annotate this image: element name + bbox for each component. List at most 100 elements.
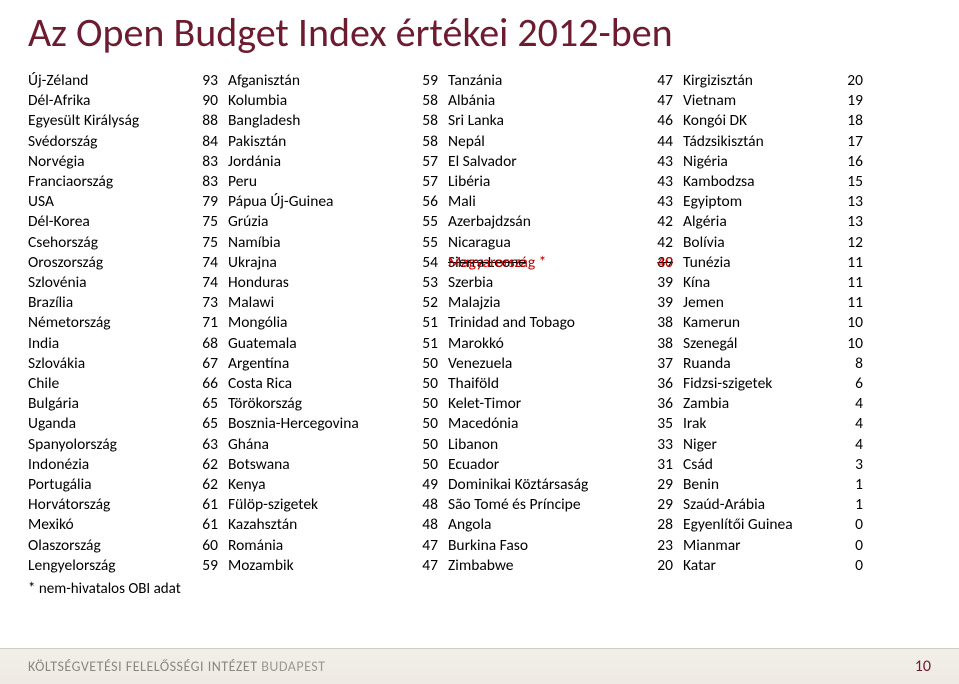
table-row: Bulgária65 xyxy=(28,394,218,414)
country-value: 79 xyxy=(194,192,218,212)
country-value: 90 xyxy=(194,91,218,111)
table-row: Zambia4 xyxy=(683,394,863,414)
country-value: 12 xyxy=(839,233,863,253)
country-name: São Tomé és Príncipe xyxy=(448,495,581,515)
table-row: Guatemala51 xyxy=(228,334,438,354)
country-name: Kazahsztán xyxy=(228,515,297,535)
column-3: Tanzánia47Albánia47Sri Lanka46Nepál44El … xyxy=(448,71,673,576)
table-row: Új-Zéland93 xyxy=(28,71,218,91)
table-row: El Salvador43 xyxy=(448,152,673,172)
table-row: Ghána50 xyxy=(228,435,438,455)
country-name: Kolumbia xyxy=(228,91,287,111)
column-4: Kirgizisztán20Vietnam19Kongói DK18Tádzsi… xyxy=(683,71,863,576)
country-value: 38 xyxy=(649,313,673,333)
table-row: Mongólia51 xyxy=(228,313,438,333)
country-name: Pakisztán xyxy=(228,132,286,152)
country-name: Sri Lanka xyxy=(448,111,504,131)
table-row: Argentína50 xyxy=(228,354,438,374)
country-name: Niger xyxy=(683,435,717,455)
table-row: Portugália62 xyxy=(28,475,218,495)
country-name: Argentína xyxy=(228,354,289,374)
country-name: Brazília xyxy=(28,293,73,313)
country-value: 49 xyxy=(414,475,438,495)
page-number: 10 xyxy=(915,657,931,676)
country-value: 13 xyxy=(839,212,863,232)
country-name: Tanzánia xyxy=(448,71,502,91)
country-value: 59 xyxy=(414,71,438,91)
country-value: 65 xyxy=(194,414,218,434)
table-row: Algéria13 xyxy=(683,212,863,232)
country-name: Ghána xyxy=(228,435,269,455)
country-value: 59 xyxy=(194,556,218,576)
country-value: 18 xyxy=(839,111,863,131)
country-name: Norvégia xyxy=(28,152,85,172)
country-name: Indonézia xyxy=(28,455,89,475)
country-value: 55 xyxy=(414,212,438,232)
table-row: Kenya49 xyxy=(228,475,438,495)
table-row: Azerbajdzsán42 xyxy=(448,212,673,232)
country-value: 44 xyxy=(649,132,673,152)
country-value: 19 xyxy=(839,91,863,111)
country-name: Namíbia xyxy=(228,233,281,253)
country-value: 61 xyxy=(194,515,218,535)
table-row: Szlovénia74 xyxy=(28,273,218,293)
table-row: Grúzia 55 xyxy=(228,212,438,232)
country-value: 0 xyxy=(847,515,863,535)
country-value: 4 xyxy=(847,394,863,414)
table-row: Mexikó61 xyxy=(28,515,218,535)
country-name: Bangladesh xyxy=(228,111,300,131)
country-name: Kirgizisztán xyxy=(683,71,753,91)
footer-city: BUDAPEST xyxy=(261,658,325,675)
table-row: Peru57 xyxy=(228,172,438,192)
country-value: 51 xyxy=(414,313,438,333)
country-value: 48 xyxy=(414,515,438,535)
country-name: Benin xyxy=(683,475,719,495)
table-row: Kína11 xyxy=(683,273,863,293)
country-name: Angola xyxy=(448,515,491,535)
country-value: 39 xyxy=(649,293,673,313)
country-value: 6 xyxy=(847,374,863,394)
country-value: 42 xyxy=(649,212,673,232)
highlight-value: 40 xyxy=(649,253,673,273)
country-value: 29 xyxy=(649,475,673,495)
table-row: Norvégia83 xyxy=(28,152,218,172)
table-row: Egyesült Királyság88 xyxy=(28,111,218,131)
country-value: 50 xyxy=(414,414,438,434)
country-name: Szenegál xyxy=(683,334,737,354)
country-name: Oroszország xyxy=(28,253,103,273)
table-row: Törökország50 xyxy=(228,394,438,414)
country-name: Katar xyxy=(683,556,716,576)
country-value: 43 xyxy=(649,192,673,212)
country-value: 57 xyxy=(414,152,438,172)
country-value: 15 xyxy=(839,172,863,192)
country-value: 60 xyxy=(194,536,218,556)
table-row: Ecuador31 xyxy=(448,455,673,475)
country-name: Románia xyxy=(228,536,283,556)
country-value: 20 xyxy=(649,556,673,576)
country-name: El Salvador xyxy=(448,152,517,172)
country-name: Horvátország xyxy=(28,495,110,515)
table-row: Angola28 xyxy=(448,515,673,535)
country-name: Dél-Afrika xyxy=(28,91,90,111)
country-value: 50 xyxy=(414,374,438,394)
table-row: Sri Lanka46 xyxy=(448,111,673,131)
country-value: 75 xyxy=(194,212,218,232)
country-name: Grúzia xyxy=(228,212,268,232)
country-value: 42 xyxy=(649,233,673,253)
country-value: 20 xyxy=(839,71,863,91)
table-row: Egyiptom13 xyxy=(683,192,863,212)
country-value: 50 xyxy=(414,455,438,475)
country-value: 47 xyxy=(649,71,673,91)
country-name: Mozambik xyxy=(228,556,294,576)
country-value: 73 xyxy=(194,293,218,313)
table-row: Kelet-Timor36 xyxy=(448,394,673,414)
table-row: Indonézia62 xyxy=(28,455,218,475)
table-row: Németország71 xyxy=(28,313,218,333)
table-row: Tádzsikisztán17 xyxy=(683,132,863,152)
page-title: Az Open Budget Index értékei 2012-ben xyxy=(0,0,959,57)
country-name: Új-Zéland xyxy=(28,71,88,91)
table-row: Nicaragua42 xyxy=(448,233,673,253)
country-value: 47 xyxy=(649,91,673,111)
table-row: Zimbabwe20 xyxy=(448,556,673,576)
overlay-row: Magyarország *40 xyxy=(448,253,673,273)
